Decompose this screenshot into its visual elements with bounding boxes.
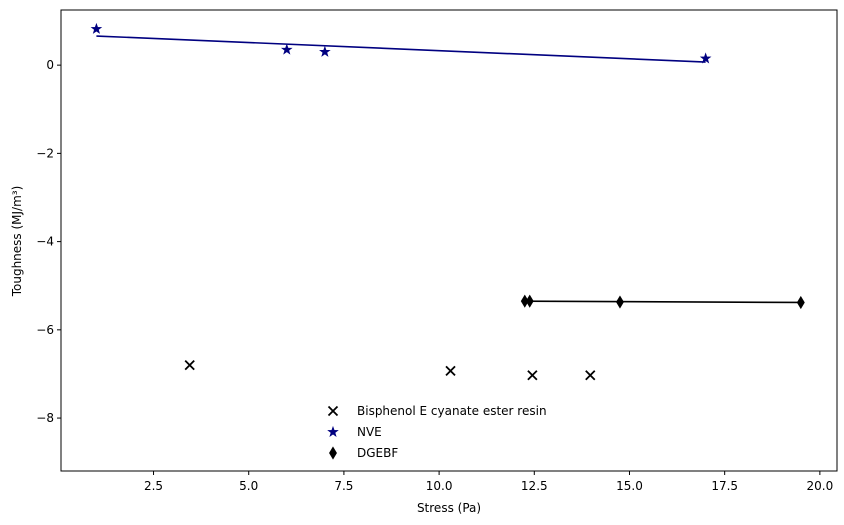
x-tick-label: 10.0 [426,479,453,493]
legend: Bisphenol E cyanate ester resin NVE DGEBF [327,404,547,460]
y-tick-label: −2 [36,146,54,160]
y-tick-label: −8 [36,411,54,425]
x-tick-label: 15.0 [616,479,643,493]
x-tick-label: 5.0 [239,479,258,493]
y-tick-label: 0 [46,58,54,72]
data-point-series-0-3 [585,370,596,381]
data-point-series-1-2 [319,45,331,57]
plot-area [90,22,805,381]
data-point-series-2-3 [796,295,805,310]
y-axis: −8 −6 −4 −2 0 [36,58,61,425]
legend-label-0: Bisphenol E cyanate ester resin [357,404,547,418]
legend-marker-2 [329,446,337,460]
x-axis-title: Stress (Pa) [417,501,481,515]
x-tick-label: 7.5 [334,479,353,493]
y-tick-label: −4 [36,235,54,249]
data-point-series-2-2 [616,295,624,309]
data-point-series-1-1 [280,43,293,55]
data-point-series-1-3 [699,52,712,64]
legend-label-1: NVE [357,425,382,439]
x-tick-label: 2.5 [144,479,163,493]
fit-line-series-1 [96,35,706,63]
plot-frame [60,9,838,472]
data-point-series-0-0 [184,359,195,371]
data-point-series-1-0 [90,22,103,34]
data-point-series-2-1 [525,294,534,308]
x-tick-label: 12.5 [521,479,548,493]
x-axis: 2.5 5.0 7.5 10.0 12.5 15.0 17.5 20.0 [144,471,833,493]
legend-marker-0 [327,405,339,417]
y-axis-title: Toughness (MJ/m³) [10,186,24,298]
legend-marker-1 [327,425,339,437]
fit-line-series-2 [524,300,801,304]
data-point-series-0-2 [527,370,538,381]
x-tick-label: 20.0 [807,479,834,493]
x-tick-label: 17.5 [711,479,738,493]
legend-label-2: DGEBF [357,446,398,460]
data-point-series-0-1 [445,365,456,376]
y-tick-label: −6 [36,323,54,337]
